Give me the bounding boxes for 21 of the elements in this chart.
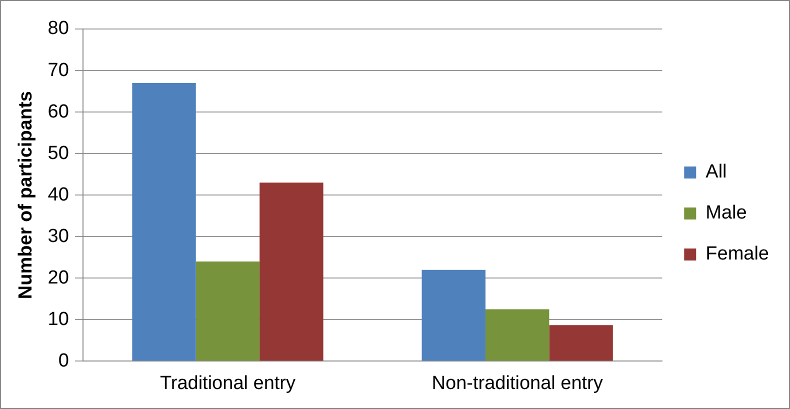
x-tick-label: Non-traditional entry [432, 372, 604, 394]
legend-label: Female [706, 244, 770, 265]
y-tick-label: 70 [48, 60, 69, 81]
x-tick-label: Traditional entry [160, 372, 296, 394]
y-tick-label: 0 [58, 350, 69, 372]
y-tick-label: 80 [48, 18, 69, 40]
bar [132, 82, 196, 361]
y-tick-label: 10 [48, 308, 69, 330]
legend-label: Male [706, 202, 747, 224]
legend-label: All [706, 162, 727, 183]
bar [260, 182, 324, 361]
y-tick-label: 60 [48, 101, 69, 122]
bar [422, 270, 486, 361]
y-tick-label: 20 [48, 267, 69, 288]
bar [196, 262, 260, 361]
y-tick-label: 40 [48, 184, 69, 206]
y-tick-label: 30 [48, 226, 69, 247]
bar [549, 325, 613, 361]
y-tick-label: 50 [48, 142, 69, 164]
y-axis-title: Number of participants [16, 91, 37, 300]
bar [485, 309, 550, 361]
